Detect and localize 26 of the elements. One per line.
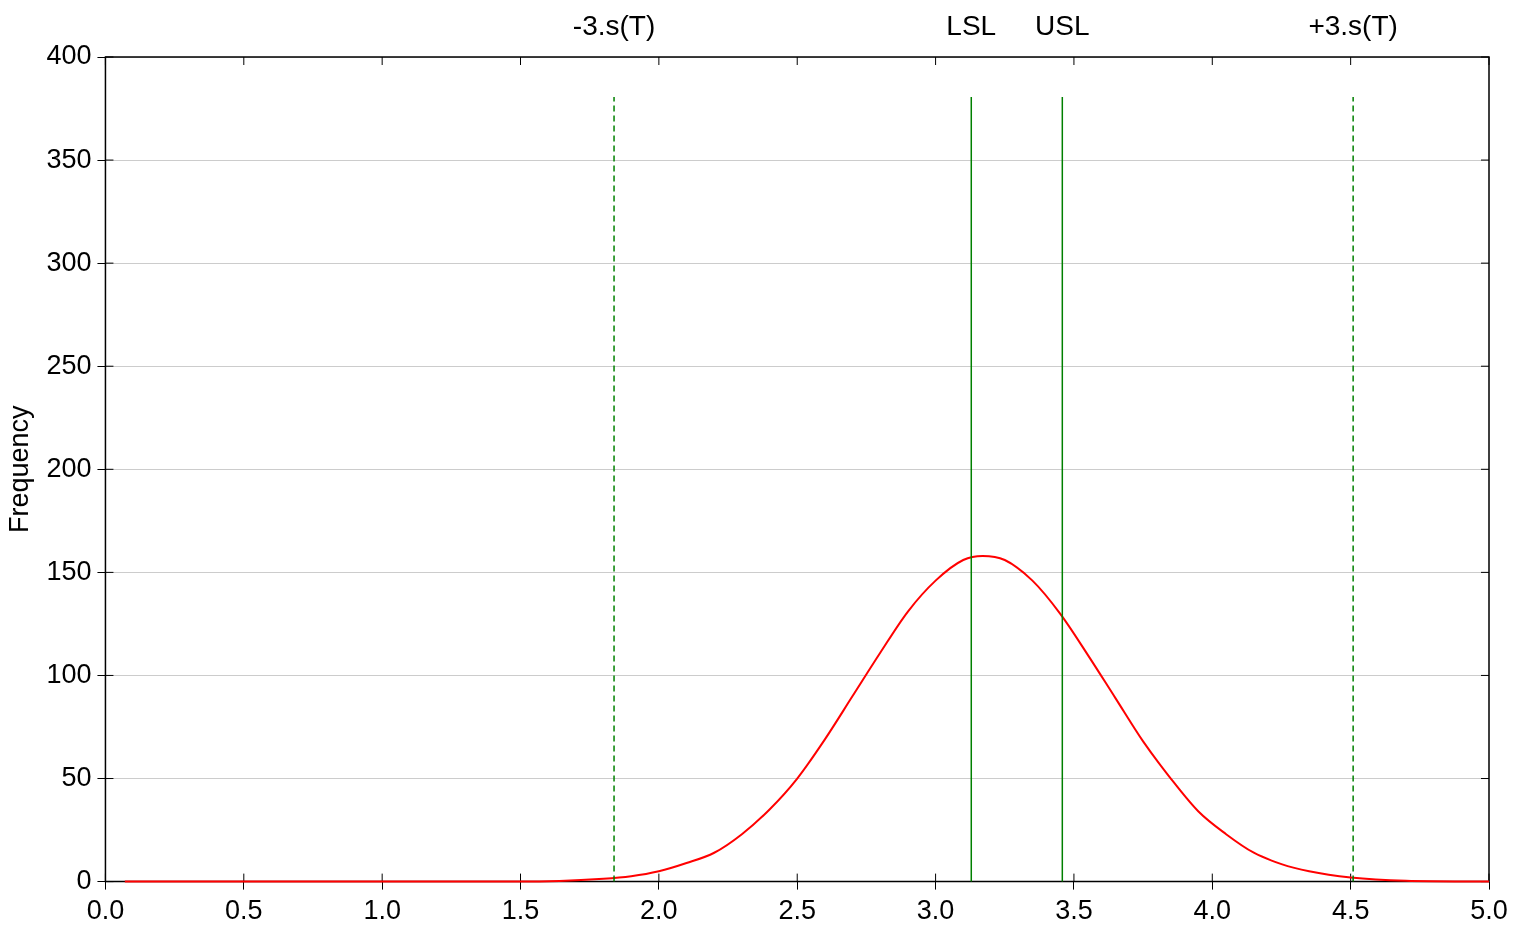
x-tick-label: 2.0 <box>640 895 678 926</box>
ref-line-label: USL <box>1035 9 1090 41</box>
y-tick-label: 200 <box>46 452 92 483</box>
y-tick-label: 150 <box>46 555 92 586</box>
x-tick-label: 2.5 <box>778 895 816 926</box>
x-tick-label: 3.5 <box>1055 895 1093 926</box>
y-tick-label: 100 <box>46 658 92 689</box>
y-tick-label: 300 <box>46 246 92 277</box>
ref-line-label: LSL <box>946 9 997 41</box>
x-tick-label: 1.5 <box>501 895 540 926</box>
x-tick-label: 3.0 <box>916 895 955 926</box>
x-tick-label: 1.0 <box>363 895 401 926</box>
y-tick-label: 50 <box>61 761 92 792</box>
ref-line-label: -3.s(T) <box>572 9 656 41</box>
x-tick-label: 4.0 <box>1193 895 1232 926</box>
y-tick-label: 250 <box>46 349 92 380</box>
x-tick-label: 0.5 <box>225 895 263 926</box>
y-tick-label: 350 <box>46 143 92 174</box>
ref-line-label: +3.s(T) <box>1308 9 1398 41</box>
x-tick-label: 4.5 <box>1331 895 1370 926</box>
line-series <box>123 554 1490 883</box>
x-tick-label: 5.0 <box>1470 895 1508 926</box>
y-tick-label: 400 <box>46 40 92 71</box>
y-tick-label: 0 <box>76 865 92 896</box>
y-axis-title: Frequency <box>3 405 34 534</box>
x-tick-label: 0.0 <box>86 895 125 926</box>
